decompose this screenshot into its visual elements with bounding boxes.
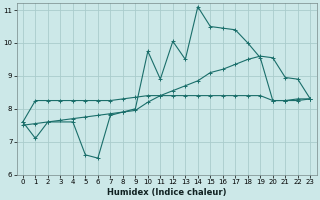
X-axis label: Humidex (Indice chaleur): Humidex (Indice chaleur) <box>107 188 226 197</box>
